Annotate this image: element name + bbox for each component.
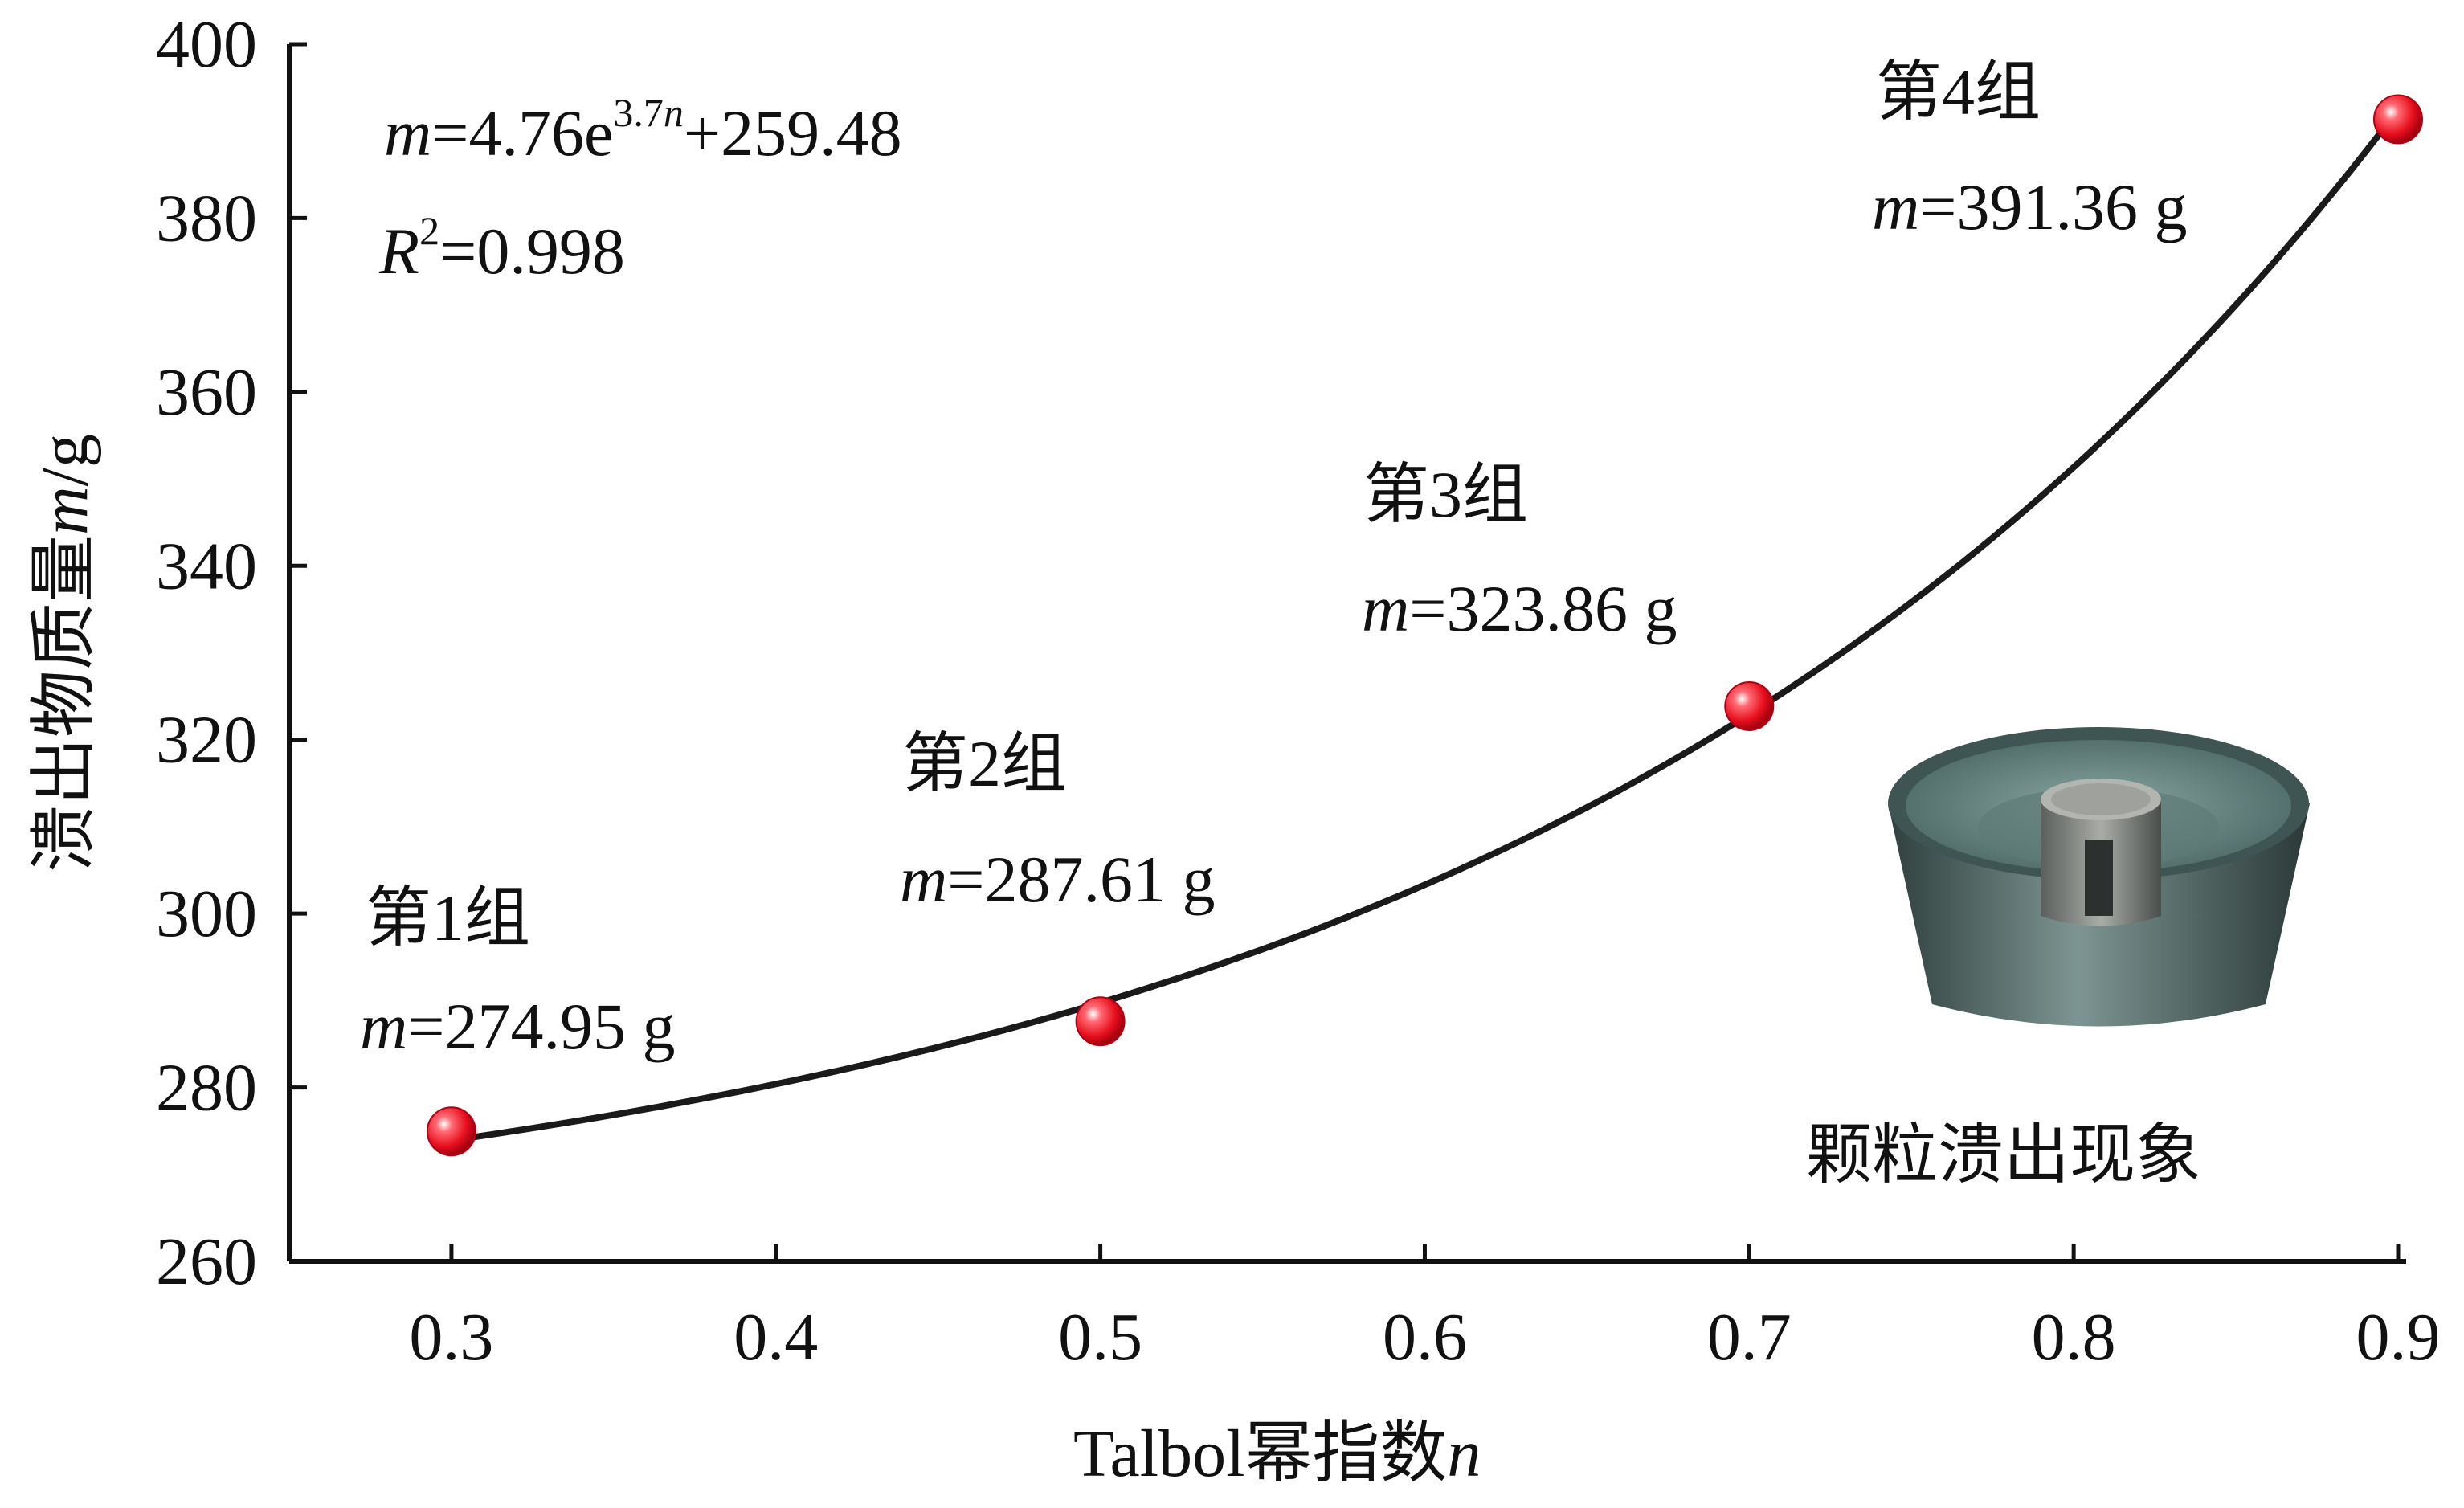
data-points-layer	[426, 94, 2423, 1157]
data-point	[426, 1106, 476, 1157]
x-tick-label: 0.3	[409, 1300, 493, 1375]
fit-curve-layer	[451, 108, 2401, 1144]
y-axis-title-unit: /g	[27, 434, 102, 486]
group-1-var: m	[360, 990, 407, 1063]
r2-var: R	[378, 215, 419, 288]
equation-var: m	[384, 96, 431, 170]
x-tick-label: 0.9	[2356, 1300, 2441, 1375]
equation-exp-num: 3.7	[613, 90, 664, 135]
group-2-number: =287.61 g	[947, 843, 1215, 916]
group-2-value: m=287.61 g	[900, 843, 1215, 916]
group-3-var: m	[1362, 572, 1409, 645]
y-tick-label: 360	[156, 355, 257, 430]
r2-sup: 2	[419, 208, 439, 253]
x-tick-label: 0.4	[733, 1300, 818, 1375]
group-4-title: 第4组	[1876, 55, 2041, 129]
fit-curve	[451, 108, 2401, 1144]
data-point	[2373, 94, 2423, 145]
inset-caption: 颗粒溃出现象	[1806, 1118, 2201, 1191]
y-tick-label: 320	[156, 703, 257, 778]
y-tick-label: 380	[156, 181, 257, 255]
y-tick-label: 340	[156, 529, 257, 603]
fit-equation: m=4.76e3.7n+259.48	[384, 90, 902, 170]
y-tick-label: 260	[156, 1224, 257, 1299]
axes: 0.3 0.4 0.5 0.6 0.7 0.8 0.9 260 280 300 320 340 360 3…	[156, 7, 2441, 1375]
x-tick-label: 0.5	[1058, 1300, 1142, 1375]
group-3-value: m=323.86 g	[1362, 572, 1677, 645]
group-3-title: 第3组	[1363, 458, 1528, 531]
equation-tail: +259.48	[684, 96, 902, 170]
equation-mid: =4.76e	[431, 96, 613, 170]
y-tick-label: 300	[156, 877, 257, 951]
y-axis-title-text: 溃出物质量	[27, 535, 102, 873]
group-2-var: m	[900, 843, 947, 916]
group-2-title: 第2组	[902, 727, 1067, 800]
bowl-photo-icon	[1888, 727, 2310, 1027]
data-point	[1075, 996, 1126, 1047]
y-tick-label: 400	[156, 7, 257, 82]
y-tick-label: 280	[156, 1051, 257, 1126]
group-1-value: m=274.95 g	[360, 990, 675, 1063]
group-4-value: m=391.36 g	[1872, 170, 2187, 243]
r2-value: =0.998	[439, 215, 625, 288]
x-axis-title-var: n	[1447, 1416, 1481, 1491]
group-4-number: =391.36 g	[1919, 170, 2187, 243]
r2-label: R2=0.998	[378, 208, 625, 288]
x-tick-label: 0.8	[2032, 1300, 2116, 1375]
x-tick-label: 0.7	[1707, 1300, 1792, 1375]
group-4-var: m	[1872, 170, 1919, 243]
group-3-number: =323.86 g	[1409, 572, 1677, 645]
x-axis-title-text: Talbol幂指数	[1073, 1416, 1447, 1491]
data-point	[1724, 680, 1775, 731]
x-tick-label: 0.6	[1383, 1300, 1467, 1375]
group-1-number: =274.95 g	[407, 990, 675, 1063]
group-1-title: 第1组	[366, 881, 530, 954]
y-axis-title-var: m	[27, 486, 102, 535]
x-axis-title: Talbol幂指数n	[1073, 1416, 1481, 1491]
equation-exp-var: n	[664, 90, 684, 135]
y-axis-title: 溃出物质量m/g	[27, 434, 102, 873]
